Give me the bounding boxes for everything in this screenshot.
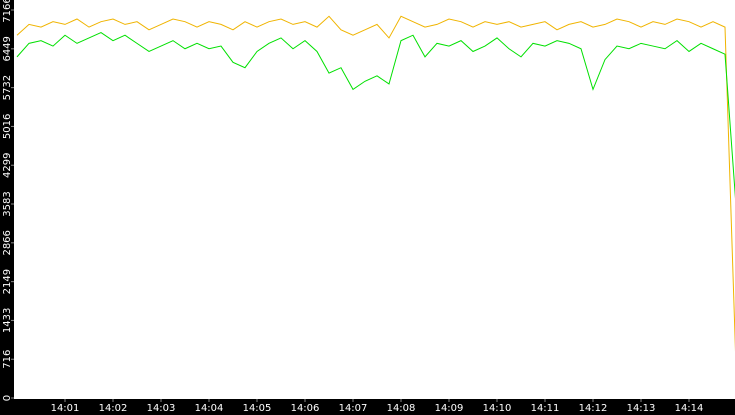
y-tick-label: 5732	[2, 75, 13, 100]
x-tick-label: 14:08	[387, 403, 416, 414]
x-axis-band	[0, 399, 735, 415]
y-tick-label: 3583	[2, 191, 13, 216]
x-tick-label: 14:14	[675, 403, 704, 414]
x-tick-label: 14:05	[243, 403, 272, 414]
x-tick-label: 14:12	[579, 403, 608, 414]
y-tick-label: 716	[2, 350, 13, 369]
y-tick-label: 0	[2, 395, 13, 401]
y-tick-label: 4299	[2, 153, 13, 178]
x-tick-label: 14:07	[339, 403, 368, 414]
y-tick-label: 7166	[2, 0, 13, 23]
y-tick-label: 5016	[2, 114, 13, 139]
x-tick-label: 14:04	[195, 403, 224, 414]
x-tick-label: 14:06	[291, 403, 320, 414]
x-tick-label: 14:13	[627, 403, 656, 414]
y-tick-label: 2866	[2, 230, 13, 255]
y-tick-label: 6449	[2, 36, 13, 61]
y-axis-band	[0, 0, 14, 415]
y-tick-label: 1433	[2, 308, 13, 333]
series-line	[16, 31, 735, 199]
x-tick-label: 14:09	[435, 403, 464, 414]
series-line	[16, 15, 735, 352]
x-tick-label: 14:01	[51, 403, 80, 414]
x-tick-label: 14:10	[483, 403, 512, 414]
x-tick-label: 14:03	[147, 403, 176, 414]
x-tick-label: 14:11	[531, 403, 560, 414]
x-tick-label: 14:02	[99, 403, 128, 414]
y-tick-label: 2149	[2, 269, 13, 294]
